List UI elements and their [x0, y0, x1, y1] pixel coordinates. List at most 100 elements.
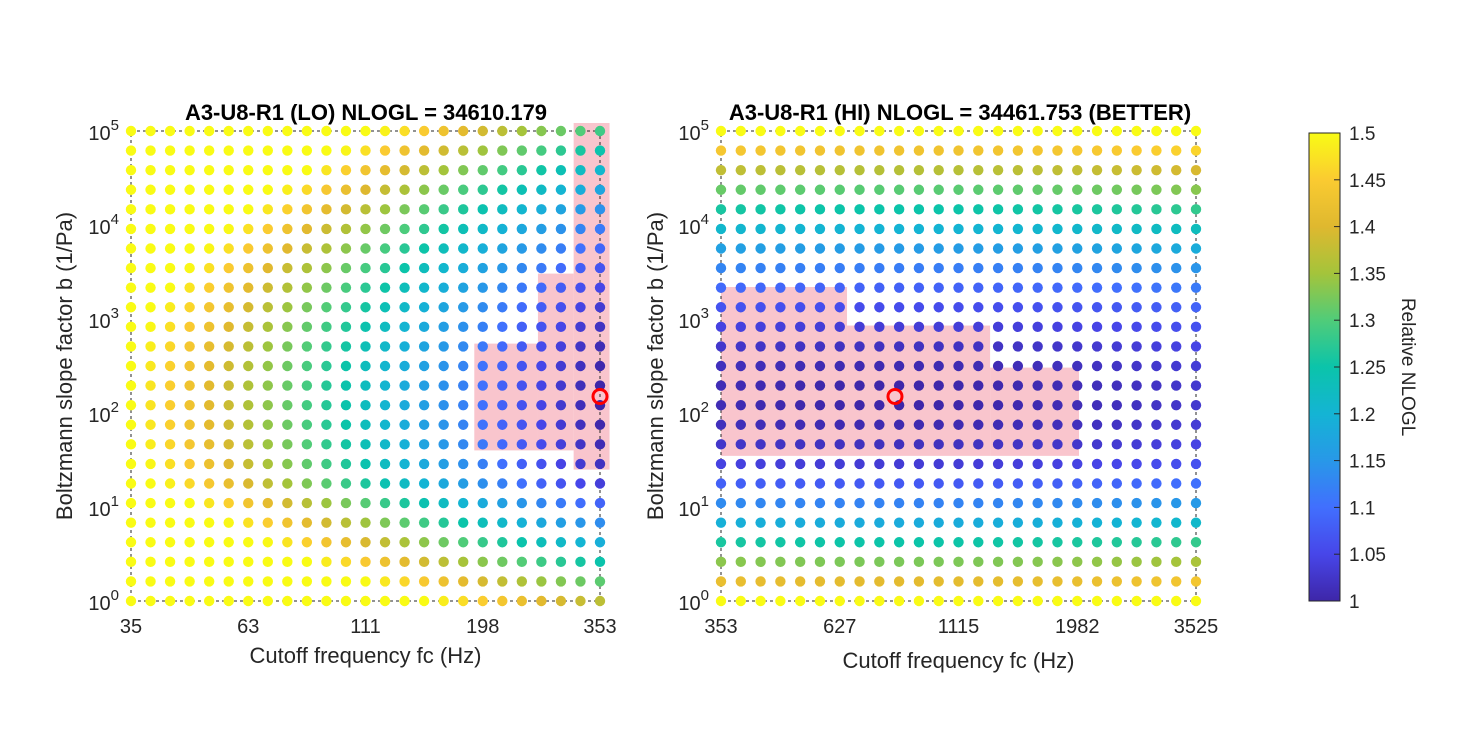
data-point [893, 341, 905, 352]
data-point [321, 497, 332, 509]
plot-title: A3-U8-R1 (HI) NLOGL = 34461.753 (BETTER) [729, 100, 1191, 125]
data-point [874, 125, 885, 137]
data-point [735, 576, 746, 587]
colorbar-tick-label: 1 [1349, 592, 1360, 613]
data-point [1072, 184, 1083, 195]
data-point [301, 419, 313, 430]
data-point [735, 164, 746, 176]
data-point [282, 125, 293, 137]
data-point [1091, 380, 1103, 391]
data-point [399, 517, 410, 528]
data-point [340, 321, 352, 333]
data-point [1032, 478, 1043, 489]
data-point [1072, 517, 1083, 528]
data-point [555, 145, 567, 156]
data-point [874, 439, 885, 450]
data-point [438, 302, 449, 313]
data-point [1190, 419, 1202, 430]
data-point [1190, 262, 1202, 274]
data-point [913, 360, 925, 372]
data-point [953, 419, 964, 430]
data-point [379, 399, 391, 411]
scatter-points [125, 125, 606, 607]
data-point [893, 262, 905, 274]
data-point [164, 556, 176, 568]
data-point [282, 204, 293, 215]
data-point [1012, 243, 1024, 254]
data-point [953, 360, 964, 372]
data-point [834, 537, 845, 548]
data-point [340, 576, 352, 587]
data-point [301, 145, 313, 156]
colorbar-tick-label: 1.2 [1349, 405, 1375, 426]
colorbar: 1 1.05 1.1 1.15 1.2 1.25 1.3 1.35 1.4 1.45 1.5 Rela… [1308, 124, 1418, 613]
data-point [953, 439, 964, 450]
data-point [953, 556, 964, 568]
data-point [321, 204, 332, 215]
data-point [953, 243, 964, 254]
data-point [1190, 243, 1202, 254]
data-point [814, 145, 826, 156]
data-point [1032, 556, 1043, 568]
data-point [321, 478, 332, 489]
x-tick-label: 198 [466, 616, 499, 638]
data-point [223, 419, 234, 430]
data-point [992, 321, 1004, 333]
data-point [575, 360, 586, 372]
data-point [516, 595, 528, 607]
data-point [735, 537, 746, 548]
data-point [379, 204, 391, 215]
data-point [893, 419, 905, 430]
y-tick-exponent: 3 [701, 305, 709, 322]
data-point [282, 262, 293, 274]
data-point [575, 595, 586, 607]
y-axis-label: Boltzmann slope factor b (1/Pa) [52, 212, 77, 520]
data-point [379, 302, 391, 313]
data-point [321, 282, 332, 293]
data-point [814, 341, 826, 352]
data-point [516, 478, 528, 489]
data-point [973, 576, 984, 587]
data-point [594, 223, 606, 235]
data-point [262, 184, 273, 195]
data-point [458, 125, 469, 137]
data-point [458, 145, 469, 156]
data-point [913, 380, 925, 391]
data-point [438, 556, 449, 568]
colorbar-tick-label: 1.1 [1349, 498, 1375, 519]
data-point [497, 302, 508, 313]
data-point [893, 204, 905, 215]
data-point [145, 302, 156, 313]
data-point [913, 223, 925, 235]
data-point [1151, 537, 1162, 548]
data-point [594, 458, 606, 470]
data-point [973, 282, 984, 293]
data-point [399, 204, 410, 215]
data-point [379, 595, 391, 607]
data-point [340, 125, 352, 137]
data-point [125, 243, 137, 254]
data-point [1032, 262, 1043, 274]
data-point [735, 497, 746, 509]
data-point [1190, 556, 1202, 568]
data-point [1032, 243, 1043, 254]
data-point [184, 223, 195, 235]
data-point [594, 184, 606, 195]
data-point [992, 184, 1004, 195]
data-point [399, 223, 410, 235]
data-point [340, 243, 352, 254]
data-point [775, 282, 786, 293]
data-point [418, 439, 430, 450]
x-tick-label: 63 [237, 616, 259, 638]
data-point [536, 145, 547, 156]
data-point [145, 556, 156, 568]
data-point [516, 341, 528, 352]
data-point [203, 478, 215, 489]
data-point [1151, 341, 1162, 352]
data-point [203, 595, 215, 607]
data-point [458, 380, 469, 391]
data-point [243, 321, 254, 333]
data-point [834, 282, 845, 293]
data-point [1072, 125, 1083, 137]
data-point [223, 399, 234, 411]
